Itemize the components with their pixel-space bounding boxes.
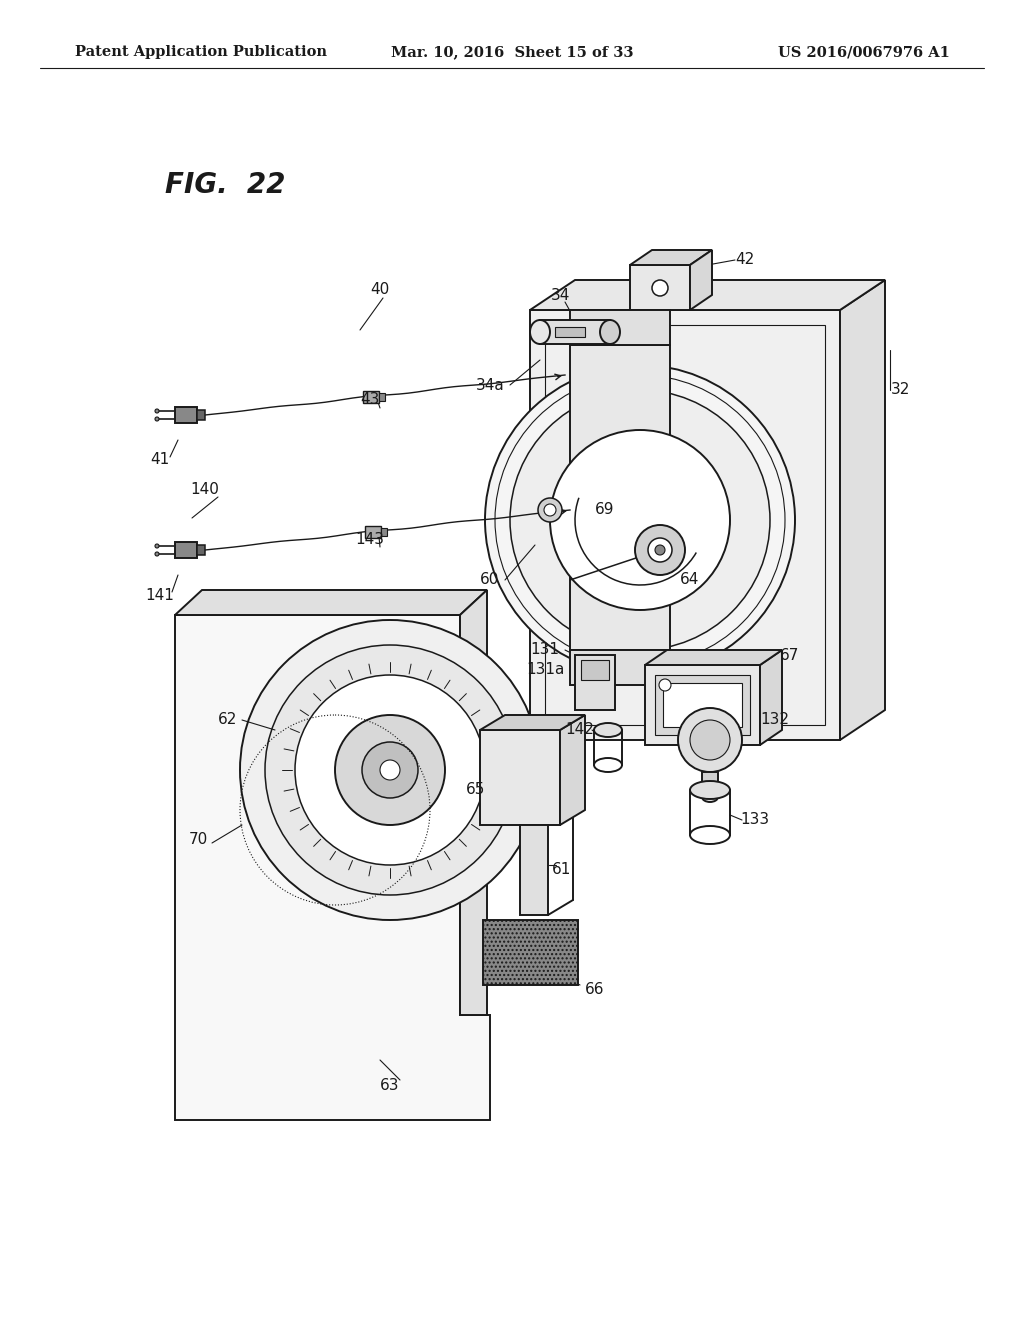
Circle shape: [155, 544, 159, 548]
Text: 131a: 131a: [525, 663, 564, 677]
Circle shape: [550, 430, 730, 610]
Bar: [545, 325, 825, 725]
Bar: [570, 649, 670, 685]
Circle shape: [362, 742, 418, 799]
Circle shape: [635, 525, 685, 576]
Circle shape: [295, 675, 485, 865]
Polygon shape: [480, 730, 560, 825]
Text: 61: 61: [552, 862, 571, 878]
Polygon shape: [630, 249, 712, 265]
Bar: [382, 528, 387, 536]
Text: 69: 69: [595, 503, 614, 517]
Polygon shape: [840, 280, 885, 741]
Polygon shape: [570, 345, 670, 649]
Text: 132: 132: [761, 713, 790, 727]
Polygon shape: [530, 280, 885, 310]
Text: 60: 60: [480, 573, 500, 587]
Bar: [663, 682, 742, 727]
Bar: [197, 411, 205, 420]
Text: 32: 32: [890, 383, 909, 397]
Text: 62: 62: [218, 713, 238, 727]
Text: 70: 70: [188, 833, 208, 847]
Text: 43: 43: [360, 392, 380, 408]
Text: 65: 65: [466, 783, 485, 797]
Circle shape: [335, 715, 445, 825]
Ellipse shape: [690, 826, 730, 843]
Text: 133: 133: [740, 813, 770, 828]
Circle shape: [510, 389, 770, 649]
Bar: [520, 825, 548, 915]
Ellipse shape: [600, 319, 620, 345]
Ellipse shape: [702, 792, 718, 803]
Polygon shape: [645, 649, 782, 665]
Text: 63: 63: [380, 1077, 399, 1093]
Text: 67: 67: [780, 648, 800, 663]
Circle shape: [485, 366, 795, 675]
Circle shape: [380, 760, 400, 780]
Polygon shape: [530, 310, 840, 741]
Text: 143: 143: [355, 532, 384, 548]
Bar: [379, 392, 385, 400]
Ellipse shape: [530, 319, 550, 345]
Bar: [483, 920, 578, 985]
Polygon shape: [175, 590, 487, 615]
Circle shape: [265, 645, 515, 895]
Circle shape: [155, 417, 159, 421]
Circle shape: [648, 539, 672, 562]
Text: 66: 66: [586, 982, 605, 998]
Bar: [702, 772, 718, 797]
Text: 64: 64: [680, 573, 699, 587]
Text: 140: 140: [190, 483, 219, 498]
Text: 34: 34: [550, 288, 569, 302]
Bar: [655, 675, 750, 735]
Bar: [575, 655, 615, 710]
Circle shape: [544, 504, 556, 516]
Polygon shape: [175, 615, 490, 1119]
Bar: [570, 310, 670, 345]
Bar: [364, 391, 379, 403]
Circle shape: [655, 545, 665, 554]
Bar: [540, 319, 610, 345]
Bar: [581, 660, 609, 680]
Circle shape: [538, 498, 562, 521]
Circle shape: [240, 620, 540, 920]
Circle shape: [678, 708, 742, 772]
Text: 131: 131: [530, 643, 559, 657]
Text: 42: 42: [735, 252, 755, 268]
Ellipse shape: [594, 758, 622, 772]
Polygon shape: [760, 649, 782, 744]
Bar: [175, 543, 197, 558]
Bar: [175, 407, 197, 422]
Text: 40: 40: [371, 282, 389, 297]
Polygon shape: [460, 590, 487, 1015]
Circle shape: [155, 552, 159, 556]
Circle shape: [652, 280, 668, 296]
Text: US 2016/0067976 A1: US 2016/0067976 A1: [778, 45, 950, 59]
Circle shape: [155, 409, 159, 413]
Ellipse shape: [690, 781, 730, 799]
Text: 41: 41: [151, 453, 170, 467]
Circle shape: [659, 678, 671, 690]
Bar: [555, 327, 585, 337]
Polygon shape: [560, 715, 585, 825]
Polygon shape: [645, 665, 760, 744]
Text: FIG.  22: FIG. 22: [165, 172, 286, 199]
Polygon shape: [480, 715, 585, 730]
Ellipse shape: [594, 723, 622, 737]
Text: 142: 142: [565, 722, 595, 738]
Text: Mar. 10, 2016  Sheet 15 of 33: Mar. 10, 2016 Sheet 15 of 33: [391, 45, 633, 59]
Text: Patent Application Publication: Patent Application Publication: [75, 45, 327, 59]
Circle shape: [690, 719, 730, 760]
Bar: [630, 265, 690, 310]
Bar: [366, 525, 382, 537]
Bar: [197, 545, 205, 554]
Text: 141: 141: [145, 587, 174, 602]
Text: 34a: 34a: [475, 378, 505, 392]
Polygon shape: [690, 249, 712, 310]
